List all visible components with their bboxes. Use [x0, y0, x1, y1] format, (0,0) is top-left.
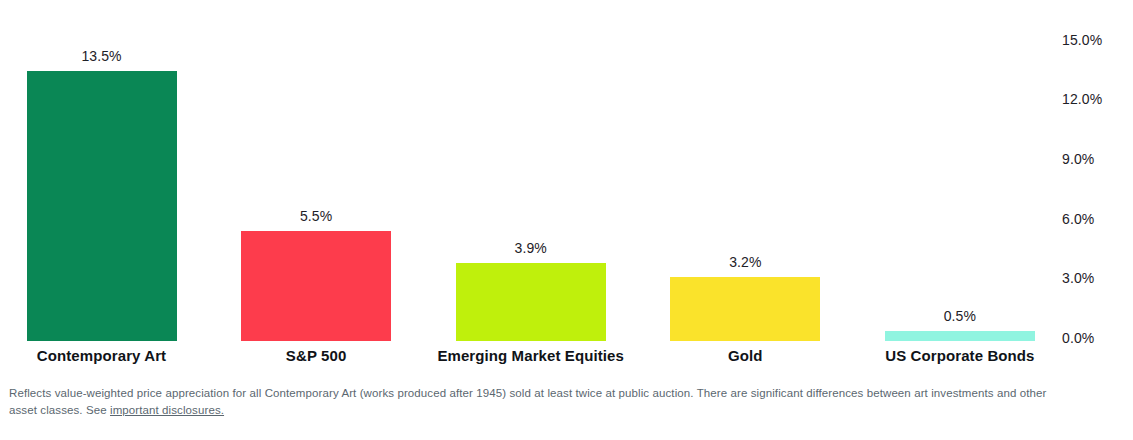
- y-axis-tick-label: 15.0%: [1062, 32, 1102, 49]
- bar-value-label: 5.5%: [256, 208, 376, 225]
- footnote: Reflects value-weighted price appreciati…: [9, 385, 1075, 419]
- bar-value-label: 13.5%: [42, 48, 162, 65]
- y-axis-tick-label: 9.0%: [1062, 151, 1094, 168]
- asset-returns-bar-chart: 13.5% Contemporary Art 5.5% S&P 500 3.9% Emer…: [0, 0, 1133, 440]
- bar-category-label: US Corporate Bonds: [845, 347, 1075, 365]
- bar: [27, 71, 177, 341]
- bar: [885, 331, 1035, 341]
- bar-value-label: 3.2%: [685, 254, 805, 271]
- important-disclosures-link[interactable]: important disclosures.: [110, 404, 224, 416]
- y-axis-tick-label: 3.0%: [1062, 270, 1094, 287]
- y-axis-tick-label: 6.0%: [1062, 211, 1094, 228]
- bar-value-label: 3.9%: [471, 240, 591, 257]
- bar: [670, 277, 820, 341]
- bar: [456, 263, 606, 341]
- bar-category-label: Gold: [630, 347, 860, 365]
- y-axis-tick-label: 12.0%: [1062, 91, 1102, 108]
- bar: [241, 231, 391, 341]
- bar-category-label: Contemporary Art: [0, 347, 217, 365]
- bar-category-label: Emerging Market Equities: [416, 347, 646, 365]
- y-axis-tick-label: 0.0%: [1062, 330, 1094, 347]
- bar-category-label: S&P 500: [201, 347, 431, 365]
- bar-value-label: 0.5%: [900, 308, 1020, 325]
